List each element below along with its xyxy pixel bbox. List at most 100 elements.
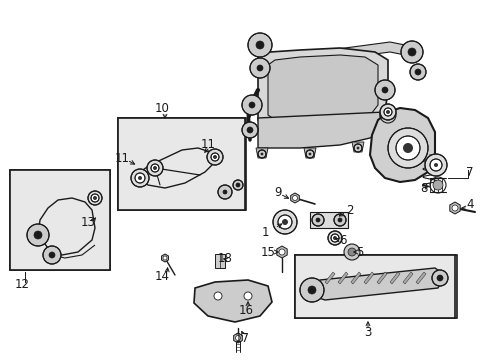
Text: 12: 12 [15,279,29,292]
Circle shape [353,144,361,152]
Polygon shape [309,268,444,300]
Text: 6: 6 [339,234,346,247]
Circle shape [27,224,49,246]
Bar [118,118,245,210]
Circle shape [218,185,231,199]
Bar [294,255,454,318]
Circle shape [153,166,157,170]
Polygon shape [161,254,168,262]
Text: 18: 18 [217,252,232,265]
Text: 14: 14 [154,270,169,283]
Circle shape [307,286,315,294]
Circle shape [242,95,262,115]
Circle shape [258,150,265,158]
Circle shape [330,234,338,242]
Circle shape [433,163,437,167]
Circle shape [163,256,167,260]
Circle shape [431,270,447,286]
Circle shape [451,205,457,211]
Bar [118,118,244,210]
Circle shape [248,102,254,108]
Circle shape [279,249,285,255]
Text: 11: 11 [114,152,129,165]
Bar [10,170,110,270]
Polygon shape [267,55,377,128]
Circle shape [384,112,390,118]
Text: 15: 15 [260,246,275,258]
Circle shape [407,48,415,56]
Circle shape [213,155,217,159]
Circle shape [138,176,142,180]
Circle shape [257,65,263,71]
Circle shape [332,236,336,240]
Circle shape [292,195,297,201]
Bar [294,255,456,318]
Circle shape [356,147,358,149]
Circle shape [247,33,271,57]
Circle shape [409,64,425,80]
Polygon shape [389,272,399,284]
Circle shape [235,336,240,341]
Circle shape [311,214,324,226]
Circle shape [34,231,42,239]
Circle shape [414,69,420,75]
Circle shape [381,87,387,93]
Circle shape [383,108,391,116]
Polygon shape [363,272,373,284]
Circle shape [232,180,243,190]
Circle shape [272,210,296,234]
Text: 16: 16 [238,303,253,316]
Circle shape [379,104,395,120]
Polygon shape [350,272,360,284]
Polygon shape [369,108,434,182]
Circle shape [333,214,346,226]
Polygon shape [194,280,271,322]
Circle shape [305,150,313,158]
Circle shape [337,218,341,222]
Circle shape [282,219,287,225]
Polygon shape [337,272,347,284]
Text: 9: 9 [274,185,281,198]
Circle shape [131,169,149,187]
Circle shape [242,122,258,138]
Bar [10,170,110,270]
Polygon shape [233,333,242,343]
Circle shape [308,153,310,155]
Circle shape [278,215,291,229]
Text: 4: 4 [465,198,473,211]
Circle shape [387,128,427,168]
Text: 5: 5 [356,246,363,258]
Circle shape [256,41,264,49]
Polygon shape [415,272,425,284]
Polygon shape [258,112,384,148]
Circle shape [347,248,355,256]
Circle shape [429,159,441,171]
Circle shape [424,154,446,176]
Circle shape [327,231,341,245]
Bar [215,254,224,268]
Polygon shape [376,272,386,284]
Circle shape [223,190,226,194]
Circle shape [206,149,223,165]
Text: 17: 17 [234,332,249,345]
Polygon shape [304,148,315,158]
Circle shape [402,143,412,153]
Polygon shape [258,48,387,138]
Circle shape [147,160,163,176]
Text: 2: 2 [346,203,353,216]
Circle shape [88,191,102,205]
Circle shape [214,292,222,300]
Polygon shape [254,42,419,70]
Circle shape [315,218,319,222]
Polygon shape [449,202,459,214]
Polygon shape [325,272,334,284]
Text: 10: 10 [154,102,169,114]
Circle shape [374,80,394,100]
Circle shape [299,278,324,302]
Circle shape [210,153,219,161]
Circle shape [400,41,422,63]
Text: 7: 7 [465,166,473,179]
Circle shape [343,244,359,260]
Circle shape [151,164,159,172]
Polygon shape [351,142,363,152]
